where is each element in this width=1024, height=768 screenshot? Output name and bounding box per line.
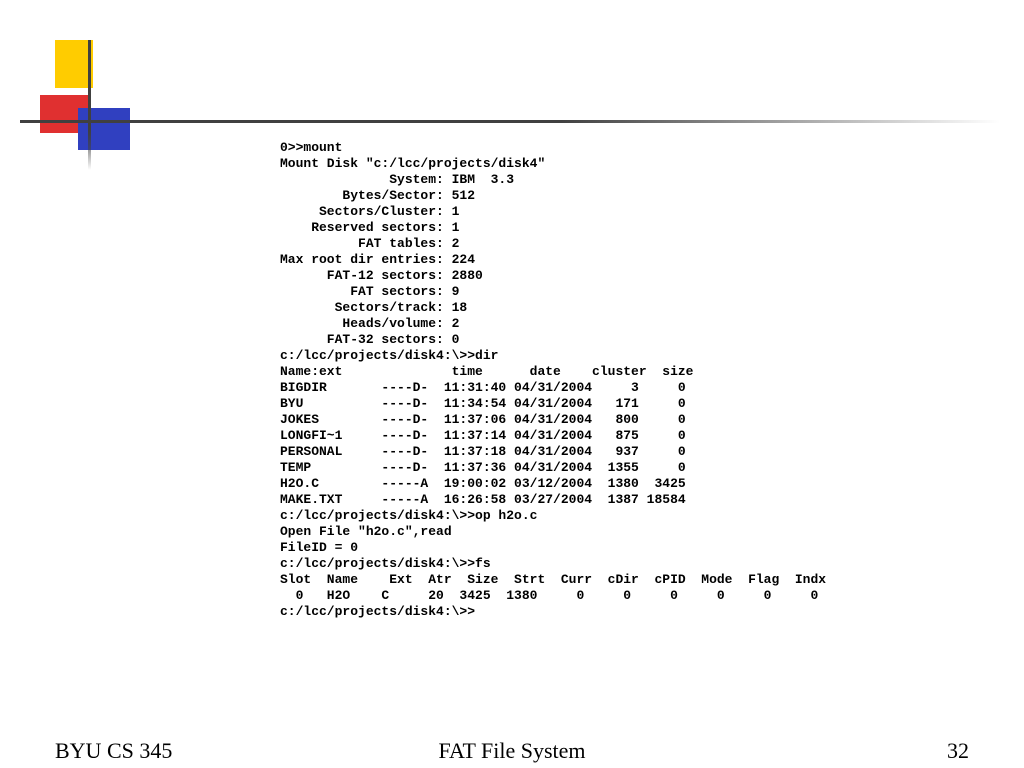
footer-page-number: 32	[947, 738, 969, 764]
header-horizontal-rule	[20, 120, 1000, 123]
slide-logo	[40, 40, 130, 150]
terminal-output: 0>>mount Mount Disk "c:/lcc/projects/dis…	[280, 140, 826, 620]
footer-title: FAT File System	[0, 738, 1024, 764]
header-vertical-rule	[88, 40, 91, 170]
logo-blue-block	[78, 108, 130, 150]
